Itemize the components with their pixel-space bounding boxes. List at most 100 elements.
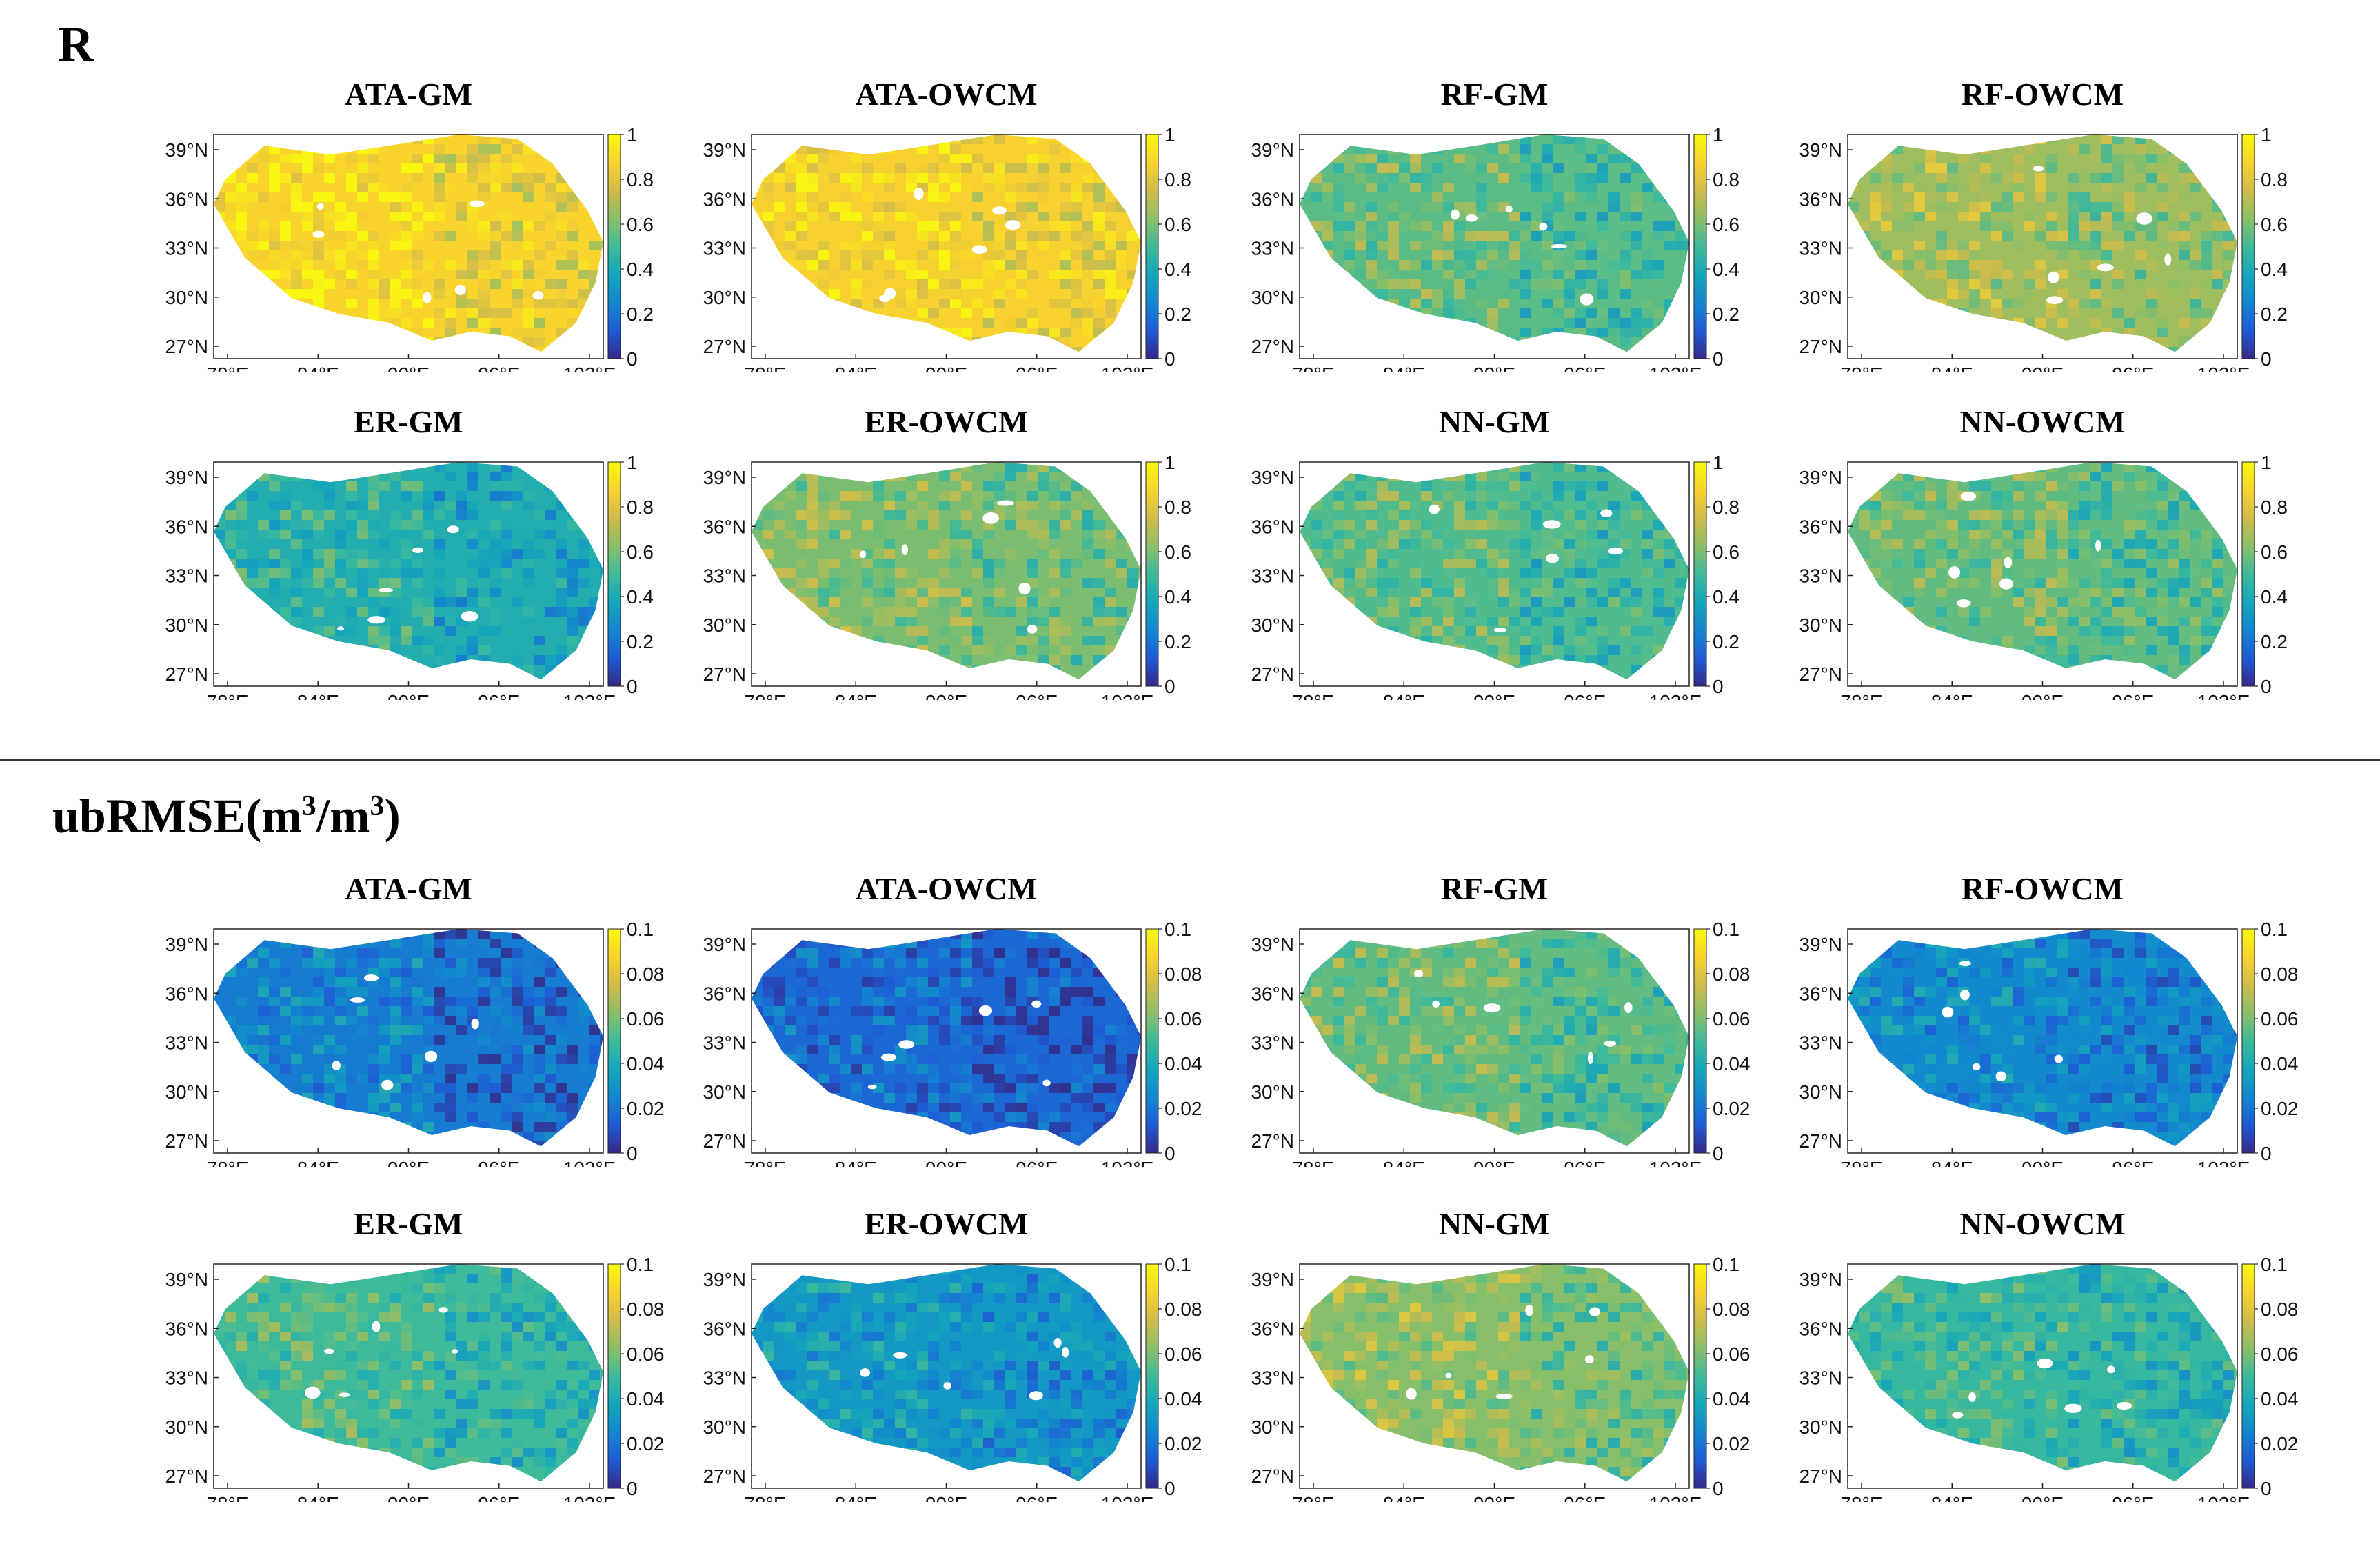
colorbar-tick-label: 0.04	[1164, 1053, 1202, 1074]
panel-title: ER-GM	[354, 1206, 463, 1241]
lat-tick-label: 30°N	[1251, 614, 1294, 636]
lat-tick-label: 36°N	[703, 516, 746, 537]
panel-title: RF-GM	[1441, 871, 1549, 906]
colorbar-tick-label: 0	[1164, 676, 1176, 697]
lat-tick-label: 27°N	[703, 336, 746, 357]
lat-tick-label: 30°N	[165, 1416, 208, 1438]
lon-tick-label: 78°E	[1840, 1158, 1882, 1167]
lon-tick-label: 78°E	[1292, 363, 1334, 372]
lat-tick-label: 39°N	[1251, 1269, 1294, 1290]
colorbar-tick-label: 0.8	[627, 497, 654, 518]
colorbar-tick-label: 0.04	[1713, 1053, 1751, 1074]
lon-tick-label: 90°E	[387, 1158, 430, 1167]
region-raster	[1848, 929, 2237, 1147]
lat-tick-label: 39°N	[1799, 934, 1842, 955]
lon-tick-label: 96°E	[1564, 691, 1606, 700]
colorbar-tick-label: 0	[2261, 348, 2272, 370]
lat-tick-label: 33°N	[1251, 1032, 1294, 1054]
colorbar-tick-label: 0.08	[1164, 1299, 1202, 1320]
colorbar-tick-label: 0	[2261, 1478, 2272, 1499]
colorbar-tick-label: 0.1	[627, 919, 654, 940]
panel-title: ATA-GM	[345, 77, 472, 112]
colorbar-tick-label: 0.08	[627, 1299, 665, 1320]
lon-tick-label: 78°E	[1840, 691, 1882, 700]
lat-tick-label: 33°N	[1799, 238, 1842, 259]
colorbar-tick-label: 0.4	[627, 259, 654, 280]
colorbar-tick-label: 0.02	[627, 1433, 665, 1454]
section-title-r: R	[58, 17, 94, 72]
colorbar-tick-label: 1	[1713, 124, 1724, 146]
colorbar-tick-label: 0.4	[2261, 586, 2288, 608]
lat-tick-label: 30°N	[165, 614, 208, 636]
lat-tick-label: 33°N	[703, 1032, 746, 1054]
lat-tick-label: 30°N	[1251, 287, 1294, 308]
region-raster	[1300, 929, 1689, 1147]
lon-tick-label: 78°E	[1292, 1493, 1334, 1502]
lon-tick-label: 90°E	[387, 1493, 430, 1502]
ubrmse-title-mid: /m	[316, 790, 370, 843]
lon-tick-label: 78°E	[744, 363, 786, 372]
lat-tick-label: 39°N	[165, 139, 208, 161]
panel-title: RF-OWCM	[1962, 871, 2124, 906]
colorbar-tick-label: 0.6	[2261, 541, 2288, 563]
lat-tick-label: 27°N	[703, 1130, 746, 1152]
lon-tick-label: 102°E	[563, 1158, 616, 1167]
lat-tick-label: 30°N	[1799, 287, 1842, 308]
section-divider	[0, 759, 2380, 761]
colorbar	[2241, 1263, 2255, 1489]
colorbar-tick-label: 0.6	[1164, 214, 1191, 235]
lat-tick-label: 27°N	[165, 663, 208, 685]
map-svg: NN-OWCM 39°N 36°N 33°N 30°N 27°N 78°E 84°E 90°E 9…	[1799, 1206, 2299, 1502]
lon-tick-label: 84°E	[297, 1158, 339, 1167]
region-raster	[752, 462, 1141, 680]
colorbar-tick-label: 0.02	[1713, 1098, 1751, 1119]
lon-tick-label: 102°E	[563, 1493, 616, 1502]
panel-title: ER-GM	[354, 404, 463, 439]
colorbar-tick-label: 0.4	[1164, 586, 1191, 608]
colorbar-tick-label: 0.04	[1713, 1388, 1751, 1410]
panel-title: NN-GM	[1439, 1206, 1550, 1241]
lon-tick-label: 84°E	[835, 363, 877, 372]
colorbar-tick-label: 0.04	[2261, 1388, 2299, 1410]
lat-tick-label: 33°N	[1799, 1032, 1842, 1054]
lat-tick-label: 30°N	[1799, 614, 1842, 636]
colorbar-tick-label: 0	[2261, 676, 2272, 697]
lon-tick-label: 102°E	[563, 691, 616, 700]
lon-tick-label: 78°E	[206, 363, 248, 372]
lat-tick-label: 36°N	[1799, 1318, 1842, 1339]
colorbar-tick-label: 0.6	[2261, 214, 2288, 235]
lat-tick-label: 30°N	[1799, 1081, 1842, 1103]
colorbar-tick-label: 0	[1713, 1143, 1724, 1164]
lat-tick-label: 33°N	[165, 238, 208, 259]
colorbar-tick-label: 0	[2261, 1143, 2272, 1164]
colorbar-tick-label: 0.4	[2261, 259, 2288, 280]
lon-tick-label: 84°E	[297, 691, 339, 700]
map-panel-r-7: NN-GM 39°N 36°N 33°N 30°N 27°N 78°E 84°E 90°E 96°…	[1203, 397, 1755, 700]
colorbar-tick-label: 0.8	[2261, 169, 2288, 190]
ubrmse-title-end: )	[384, 790, 401, 843]
lat-tick-label: 33°N	[703, 1368, 746, 1389]
lon-tick-label: 78°E	[744, 1158, 786, 1167]
colorbar-tick-label: 0.4	[1713, 586, 1739, 608]
colorbar-tick-label: 0	[627, 348, 638, 370]
region-raster	[1848, 1264, 2237, 1482]
colorbar-tick-label: 0.08	[2261, 1299, 2299, 1320]
colorbar-tick-label: 0.2	[1713, 303, 1739, 325]
region-raster	[752, 134, 1141, 352]
map-panel-ub-4: RF-OWCM 39°N 36°N 33°N 30°N 27°N 78°E 84°E 90°E 9…	[1751, 863, 2303, 1167]
lon-tick-label: 102°E	[2197, 1493, 2250, 1502]
lat-tick-label: 33°N	[703, 565, 746, 587]
map-svg: RF-OWCM 39°N 36°N 33°N 30°N 27°N 78°E 84°E 90°E 9…	[1799, 871, 2298, 1167]
colorbar	[607, 1263, 621, 1489]
colorbar-tick-label: 0.02	[627, 1098, 665, 1119]
lon-tick-label: 90°E	[1473, 691, 1515, 700]
panel-title: RF-OWCM	[1962, 77, 2124, 112]
lon-tick-label: 90°E	[1473, 363, 1515, 372]
lon-tick-label: 78°E	[1292, 691, 1334, 700]
lat-tick-label: 36°N	[703, 983, 746, 1004]
map-panel-ub-5: ER-GM 39°N 36°N 33°N 30°N 27°N 78°E 84°E 90°E 96°…	[117, 1199, 669, 1502]
region-raster	[1300, 462, 1689, 680]
colorbar	[607, 461, 621, 687]
lon-tick-label: 90°E	[387, 691, 430, 700]
map-panel-ub-6: ER-OWCM 39°N 36°N 33°N 30°N 27°N 78°E 84°E 90°E 9…	[655, 1199, 1207, 1502]
